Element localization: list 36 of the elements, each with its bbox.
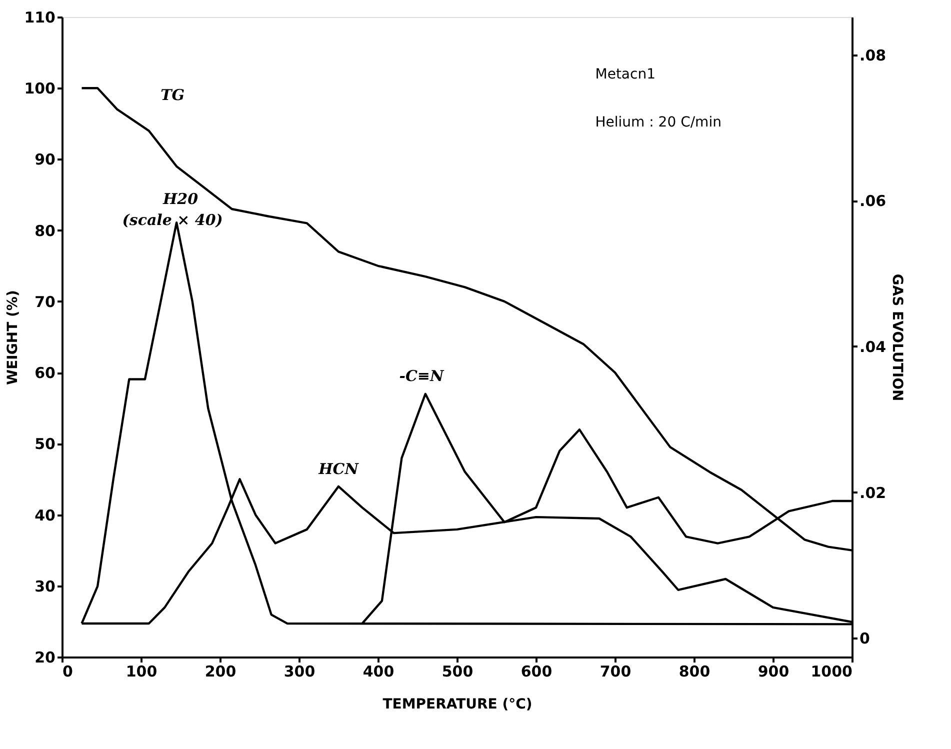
x-axis-title: TEMPERATURE (°C) (382, 696, 532, 712)
y2-tick-label: .06 (860, 192, 886, 210)
x-tick-label: 200 (204, 662, 236, 680)
x-tick-label: 100 (126, 662, 158, 680)
y-tick-label: 70 (34, 292, 56, 311)
x-tick-label: 900 (758, 662, 790, 680)
y-tick-label: 20 (34, 648, 56, 666)
x-tick-label: 0 (62, 662, 73, 680)
y-tick-label: 40 (34, 506, 56, 524)
y-tick-label: 90 (34, 150, 56, 169)
x-tick-label: 700 (600, 662, 632, 680)
annotation: -C≡N (399, 367, 445, 386)
x-tick-label: 600 (520, 662, 552, 680)
y2-tick-label: .08 (860, 46, 886, 64)
y-tick-label: 30 (34, 577, 56, 596)
y2-tick-label: 0 (860, 630, 870, 648)
y-axis-title: WEIGHT (%) (5, 290, 22, 385)
x-tick-label: 1000 (810, 662, 852, 680)
annotation: (scale × 40) (122, 210, 223, 229)
x-tick-label: 400 (362, 662, 394, 680)
y-tick-label: 100 (24, 80, 56, 98)
annotation: Metacn1 (595, 66, 656, 83)
x-tick-label: 800 (678, 662, 710, 680)
y-tick-label: 60 (34, 364, 56, 382)
y2-tick-label: .02 (860, 484, 886, 502)
y2-axis-title: GAS EVOLUTION (889, 274, 906, 402)
y2-tick-label: .04 (860, 338, 886, 356)
annotation: HCN (318, 460, 360, 478)
annotation: TG (160, 86, 185, 104)
y-tick-label: 80 (34, 222, 56, 240)
y-tick-label: 110 (24, 8, 56, 26)
annotation: H20 (162, 190, 199, 208)
x-tick-label: 500 (442, 662, 474, 680)
annotation: Helium : 20 C/min (595, 114, 722, 131)
y-tick-label: 50 (34, 435, 56, 454)
x-tick-label: 300 (284, 662, 316, 680)
